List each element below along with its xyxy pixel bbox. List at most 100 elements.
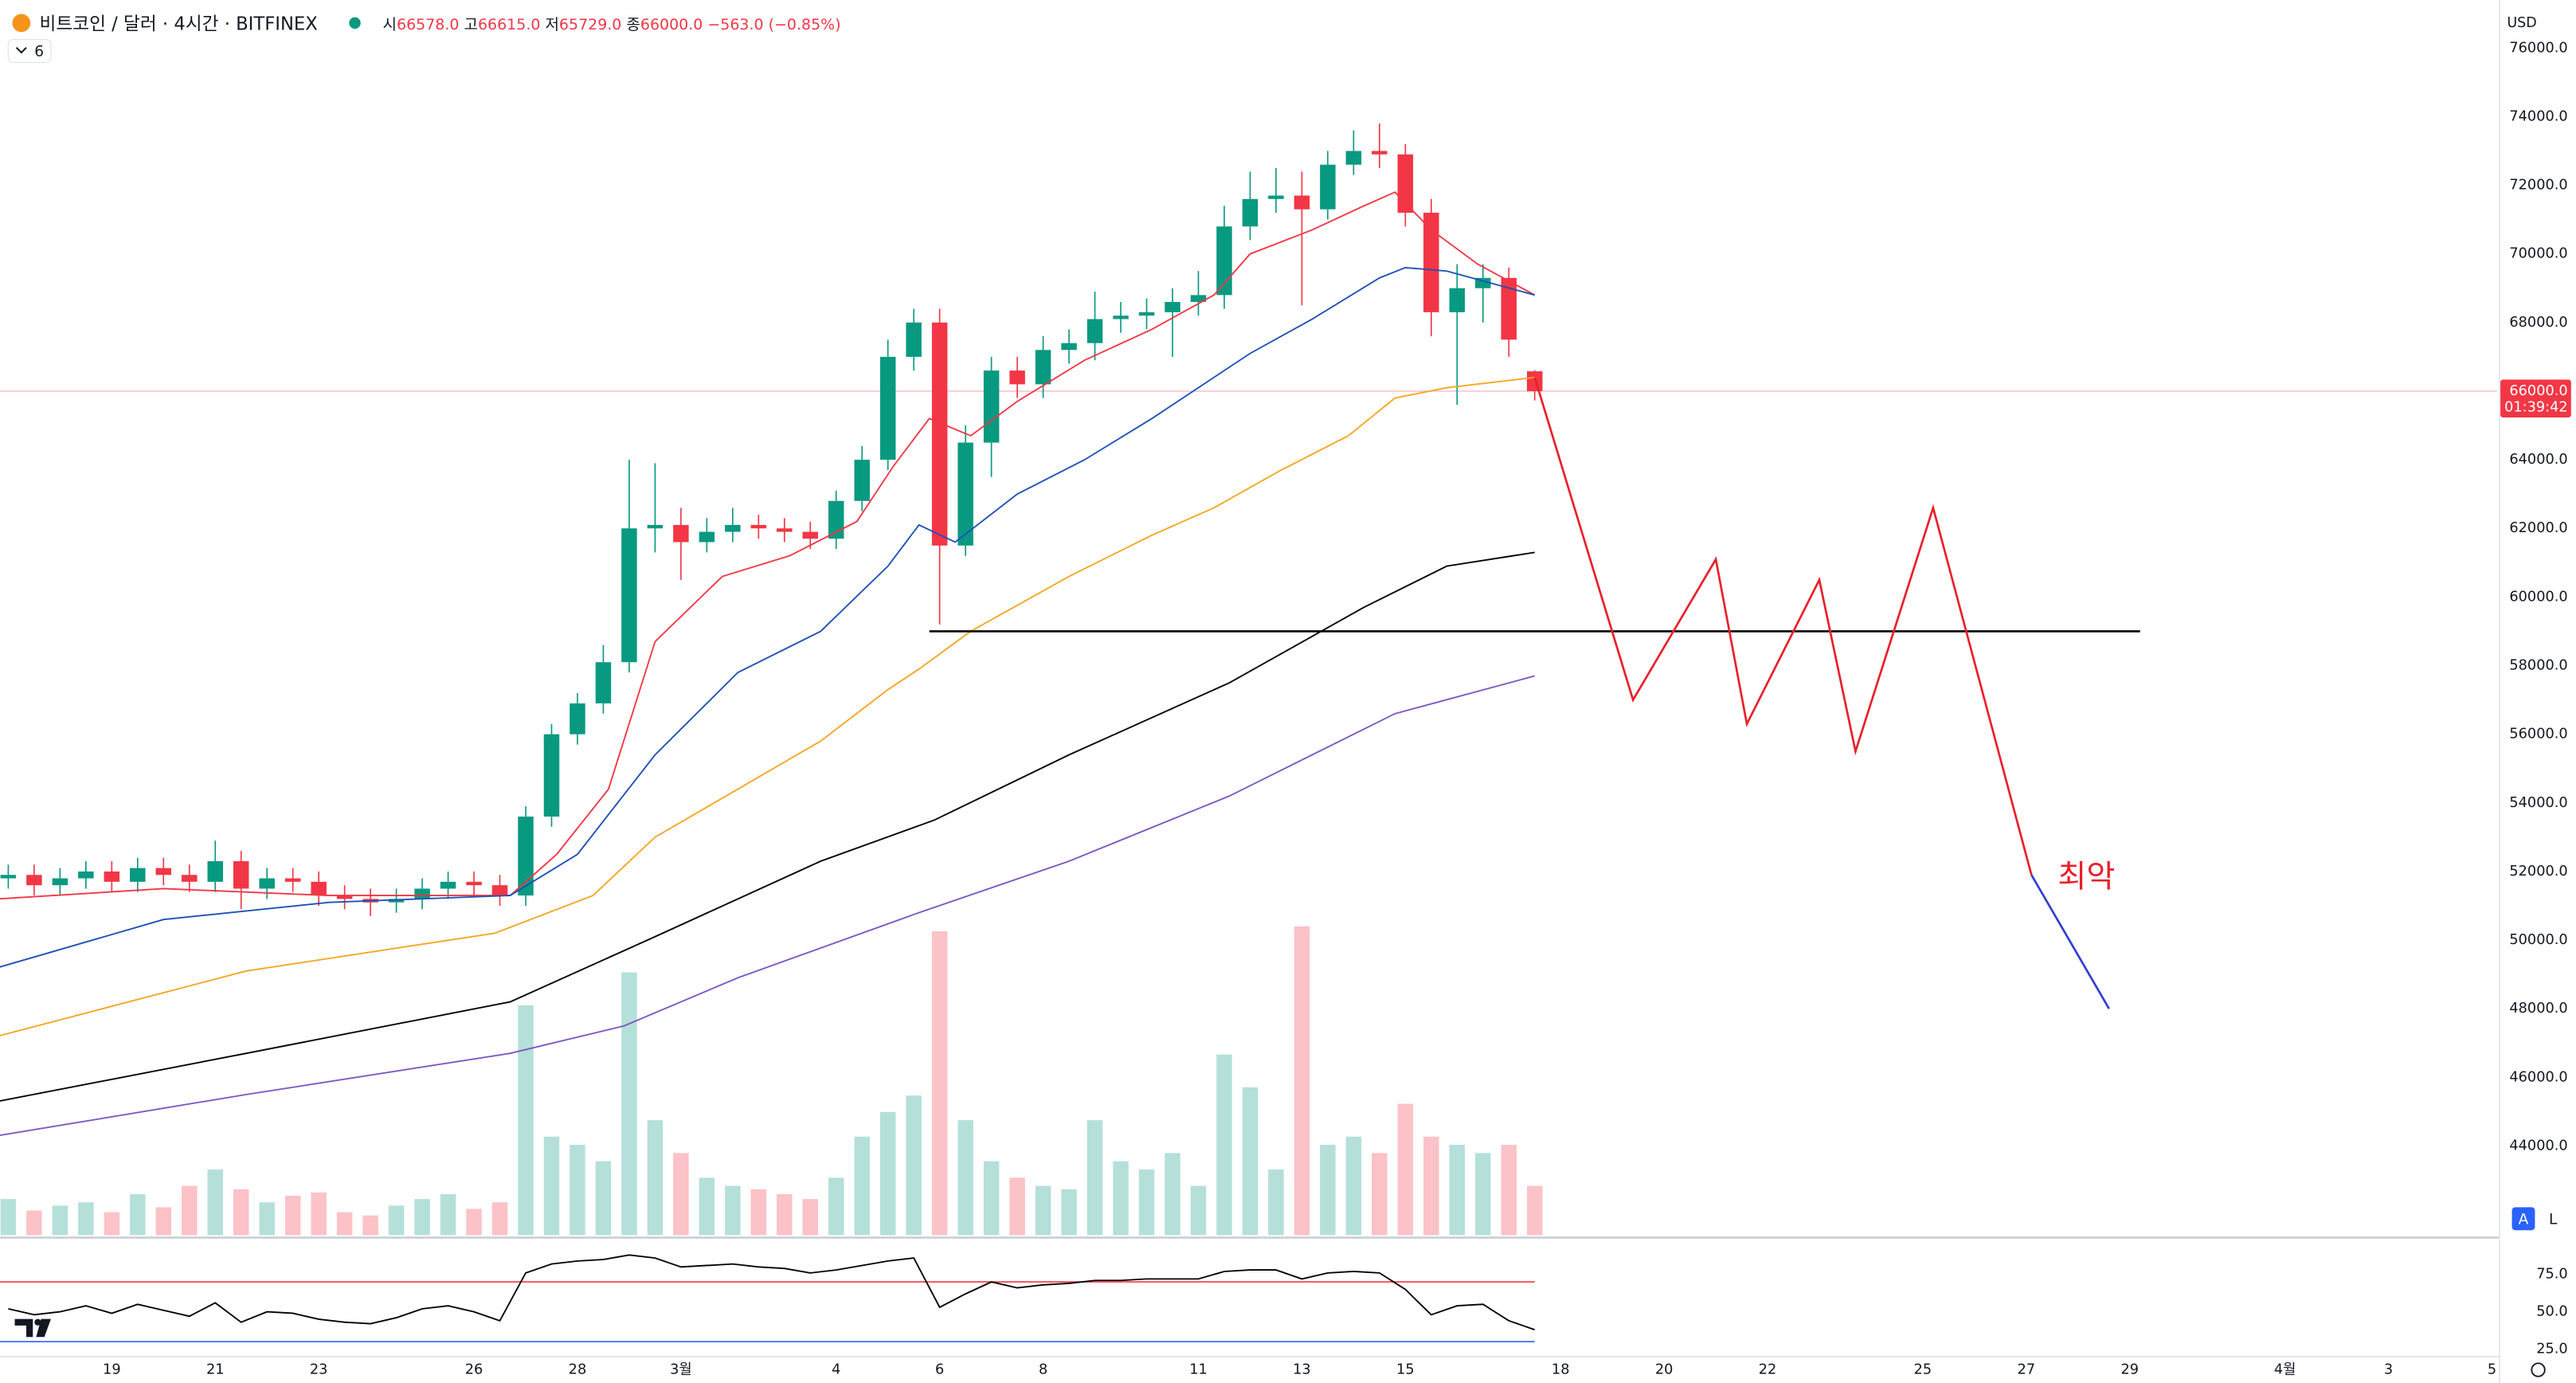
- candle-body: [647, 524, 664, 529]
- volume-bar: [182, 1185, 198, 1236]
- candle-body: [983, 370, 1000, 443]
- candle-body: [518, 817, 534, 896]
- candle-body: [1449, 288, 1466, 312]
- volume-bar: [699, 1177, 715, 1236]
- x-tick-label: 19: [103, 1362, 121, 1378]
- rsi-tick-label: 50.0: [2536, 1304, 2567, 1320]
- last-price-label: 66000.0: [2509, 383, 2567, 399]
- x-tick-label: 5: [2488, 1362, 2496, 1378]
- ohlc-label: 시: [383, 15, 397, 33]
- currency-label[interactable]: USD: [2507, 15, 2536, 31]
- candle-body: [311, 881, 327, 896]
- candle-body: [1423, 213, 1439, 312]
- x-tick-label: 11: [1189, 1362, 1208, 1378]
- candle-body: [104, 871, 120, 882]
- x-tick-label: 8: [1039, 1362, 1047, 1378]
- candle-body: [182, 875, 198, 882]
- y-tick-label: 56000.0: [2509, 727, 2567, 742]
- volume-bar: [388, 1205, 405, 1236]
- candle-body: [78, 871, 94, 879]
- auto-scale-label: A: [2519, 1211, 2529, 1228]
- volume-bar: [777, 1193, 793, 1236]
- last-price-box: [2500, 379, 2571, 417]
- volume-bar: [1423, 1136, 1439, 1236]
- volume-bar: [336, 1212, 353, 1236]
- candle-body: [414, 888, 430, 899]
- x-tick-label: 6: [935, 1362, 944, 1378]
- candle-body: [440, 881, 456, 889]
- candle-body: [1320, 164, 1336, 210]
- x-tick-label: 20: [1655, 1362, 1674, 1378]
- candle-body: [931, 322, 948, 546]
- y-tick-label: 44000.0: [2509, 1138, 2567, 1154]
- y-tick-label: 70000.0: [2509, 246, 2567, 262]
- volume-bar: [207, 1169, 223, 1236]
- x-tick-label: 21: [206, 1362, 225, 1378]
- volume-bar: [104, 1212, 120, 1236]
- rsi-tick-label: 75.0: [2536, 1267, 2567, 1283]
- ohlc-label: 저: [545, 15, 558, 33]
- volume-bar: [284, 1195, 301, 1236]
- candle-body: [284, 878, 301, 882]
- candle-body: [1372, 151, 1388, 155]
- y-tick-label: 50000.0: [2509, 932, 2567, 948]
- candle-body: [621, 528, 637, 663]
- candle-body: [957, 442, 973, 546]
- volume-bar: [26, 1210, 42, 1236]
- overlay-line: [0, 376, 1535, 1036]
- indicator-toggle[interactable]: [7, 38, 52, 63]
- volume-bar: [1372, 1153, 1388, 1236]
- volume-bar: [983, 1161, 1000, 1236]
- volume-bar: [673, 1153, 689, 1236]
- y-tick-label: 58000.0: [2509, 658, 2567, 674]
- tradingview-logo: [14, 1318, 51, 1338]
- y-tick-label: 68000.0: [2509, 315, 2567, 331]
- candle-body: [1345, 151, 1362, 165]
- log-scale-label[interactable]: L: [2549, 1211, 2558, 1228]
- candle-body: [673, 524, 689, 543]
- settings-icon[interactable]: [2531, 1362, 2546, 1377]
- volume-bar: [52, 1205, 69, 1236]
- candle-body: [491, 885, 508, 896]
- volume-bar: [1138, 1169, 1155, 1236]
- y-tick-label: 72000.0: [2509, 178, 2567, 194]
- x-tick-label: 22: [1759, 1362, 1777, 1378]
- volume-bar: [879, 1111, 896, 1236]
- candle-body: [259, 878, 275, 889]
- overlay-line: [0, 675, 1535, 1137]
- x-tick-label: 4: [832, 1362, 840, 1378]
- x-tick-label: 29: [2121, 1362, 2139, 1378]
- x-tick-label: 28: [569, 1362, 587, 1378]
- candle-body: [543, 734, 560, 817]
- candle-body: [1190, 295, 1207, 302]
- candle-body: [828, 500, 844, 539]
- candle-body: [854, 460, 870, 501]
- volume-bar: [621, 972, 637, 1236]
- candle-body: [1061, 343, 1077, 351]
- candle-body: [1165, 301, 1180, 312]
- y-tick-label: 60000.0: [2509, 589, 2567, 605]
- volume-bar: [1345, 1136, 1362, 1236]
- bar-countdown: 01:39:42: [2504, 400, 2568, 416]
- market-status: [349, 17, 361, 29]
- volume-bar: [1190, 1185, 1207, 1236]
- rsi-tick-label: 25.0: [2536, 1341, 2567, 1357]
- volume-bar: [130, 1193, 146, 1236]
- x-tick-label: 26: [465, 1362, 483, 1378]
- volume-bar: [1009, 1177, 1025, 1236]
- ohlc-value: 66000.0: [640, 15, 703, 33]
- candle-body: [699, 531, 715, 543]
- volume-bar: [1035, 1185, 1051, 1236]
- volume-bar: [259, 1202, 275, 1236]
- overlay-line: [0, 551, 1535, 1102]
- auto-scale-button[interactable]: [2511, 1207, 2535, 1231]
- x-tick-label: 25: [1914, 1362, 1932, 1378]
- candle-body: [52, 878, 69, 886]
- x-tick-label: 18: [1552, 1362, 1570, 1378]
- ohlc-label: 종: [626, 15, 640, 33]
- y-tick-label: 48000.0: [2509, 1001, 2567, 1017]
- volume-bar: [1449, 1145, 1466, 1236]
- volume-bar: [466, 1209, 482, 1236]
- candle-body: [595, 662, 612, 703]
